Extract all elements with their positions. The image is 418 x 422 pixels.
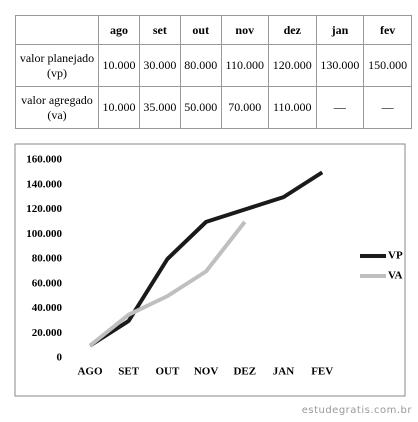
watermark: estudegratis.com.br (301, 405, 412, 416)
value-cell: 80.000 (179, 44, 222, 87)
x-tick-label: NOV (194, 366, 219, 378)
x-tick-label: OUT (155, 366, 180, 378)
value-cell: 110.000 (220, 44, 269, 87)
table-row: valor planejado (vp) 10.000 30.000 80.000 11… (15, 44, 412, 87)
row-label: valor planejado (vp) (15, 44, 99, 87)
chart-frame (14, 143, 406, 397)
header-cell: set (138, 15, 181, 45)
x-tick-label: SET (118, 366, 139, 378)
legend-label: VP (388, 250, 403, 262)
value-cell: 110.000 (267, 86, 317, 129)
y-tick-label: 20.000 (32, 327, 63, 339)
value-cell: — (363, 86, 412, 129)
value-cell: 70.000 (220, 86, 269, 129)
value-cell: 30.000 (138, 44, 181, 87)
value-cell: 150.000 (363, 44, 412, 87)
x-tick-label: FEV (311, 366, 333, 378)
header-cell: dez (267, 15, 317, 45)
value-cell: 10.000 (98, 44, 140, 87)
value-cell: 130.000 (315, 44, 365, 87)
value-cell: — (315, 86, 365, 129)
line-series (88, 170, 324, 348)
x-tick-label: AGO (77, 366, 103, 378)
x-tick-label: JAN (273, 366, 294, 378)
y-tick-label: 160.000 (26, 154, 62, 166)
value-cell: 35.000 (138, 86, 181, 129)
y-tick-label: 100.000 (26, 228, 62, 240)
value-cell: 10.000 (98, 86, 140, 129)
line-series (88, 220, 247, 348)
header-row: ago set out nov dez jan fev (15, 15, 412, 45)
header-cell: ago (98, 15, 140, 45)
y-tick-label: 40.000 (32, 302, 63, 314)
value-cell: 50.000 (179, 86, 222, 129)
header-cell: jan (315, 15, 365, 45)
row-label: valor agregado (va) (15, 86, 99, 129)
data-table: ago set out nov dez jan fev valor planejado (v… (15, 15, 412, 129)
legend-label: VA (388, 270, 403, 282)
table-row: valor agregado (va) 10.000 35.000 50.000 70.… (15, 86, 412, 129)
header-cell: nov (220, 15, 269, 45)
value-cell: 120.000 (267, 44, 317, 87)
y-tick-label: 0 (57, 352, 63, 364)
y-tick-label: 140.000 (26, 178, 62, 190)
y-tick-label: 120.000 (26, 203, 62, 215)
y-tick-label: 60.000 (32, 277, 63, 289)
header-cell: out (179, 15, 222, 45)
x-tick-label: DEZ (233, 366, 256, 378)
header-cell: fev (363, 15, 412, 45)
corner-cell (15, 15, 99, 45)
y-tick-label: 80.000 (32, 253, 63, 265)
